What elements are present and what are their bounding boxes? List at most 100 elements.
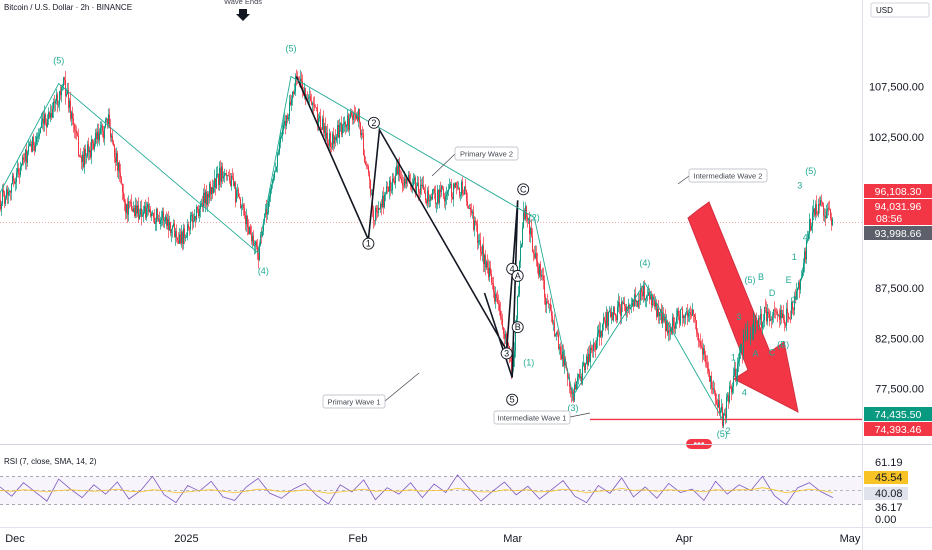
candle-body (583, 362, 584, 366)
candle-body (597, 333, 598, 342)
candle-body (182, 231, 183, 244)
wave-label-teal: (5) (744, 275, 755, 285)
candle-body (230, 180, 231, 187)
candle-body (79, 155, 80, 157)
wave-label-teal: (5) (53, 55, 64, 65)
candle-body (655, 302, 656, 307)
currency-button[interactable]: USD (870, 2, 930, 18)
wave-ends-label: Wave Ends (224, 0, 262, 6)
candle-body (257, 246, 258, 254)
time-tick-label: Dec (5, 533, 25, 545)
candle-body (250, 227, 251, 234)
candle-body (214, 178, 215, 188)
candle-body (102, 125, 103, 132)
time-axis[interactable]: Dec2025FebMarAprMayJun (5, 533, 932, 545)
candle-body (195, 216, 196, 220)
candle-body (368, 166, 369, 174)
candle-body (417, 182, 418, 186)
candle-body (28, 146, 29, 153)
candle-body (824, 215, 825, 217)
candle-body (6, 189, 7, 199)
candle-body (327, 132, 328, 144)
candle-body (645, 298, 646, 300)
candle-body (798, 282, 799, 289)
candle-body (553, 322, 554, 324)
candle-body (319, 116, 320, 119)
candle-body (802, 272, 803, 277)
candle-body (84, 148, 85, 167)
candle-body (131, 202, 132, 210)
wave-label-circle (511, 269, 524, 282)
candle-body (784, 319, 785, 325)
candle-body (173, 223, 174, 227)
candle-body (199, 208, 200, 216)
candle-body (174, 223, 175, 238)
candle-body (122, 183, 123, 193)
candle-body (680, 309, 681, 324)
candle-body (397, 165, 398, 175)
candle-body (138, 205, 139, 219)
candle-body (3, 190, 4, 193)
candle-body (223, 176, 224, 179)
candle-body (673, 317, 674, 326)
currency-button-frame[interactable] (870, 2, 930, 18)
candle-body (381, 203, 382, 207)
candle-body (625, 306, 626, 313)
candle-body (452, 197, 453, 200)
candle-body (432, 189, 433, 200)
candle-body (322, 118, 323, 130)
candle-body (92, 139, 93, 143)
candle-body (83, 154, 84, 167)
candle-body (579, 374, 580, 378)
candle-body (0, 200, 1, 210)
primary-wave-2-callout-leader (431, 153, 456, 177)
candle-body (220, 167, 221, 182)
candle-body (731, 387, 732, 393)
candle-body (547, 301, 548, 303)
candle-body (307, 98, 308, 100)
candle-body (87, 144, 88, 156)
candle-body (111, 135, 112, 138)
projection-arrow (687, 201, 799, 413)
candle-body (415, 177, 416, 194)
wave-label-circle (506, 393, 519, 406)
candle-body (594, 343, 595, 345)
candle-body (752, 333, 753, 335)
candle-body (30, 143, 31, 145)
candle-body (80, 156, 81, 158)
candle-body (34, 145, 35, 151)
candle-body (58, 104, 59, 106)
candle-body (221, 166, 222, 182)
candle-body (293, 91, 294, 95)
candle-body (45, 114, 46, 124)
candle-body (640, 288, 641, 301)
candle-body (35, 143, 36, 151)
candle-body (328, 143, 329, 146)
candle-body (198, 209, 199, 216)
candle-body (768, 311, 769, 314)
candle-body (770, 319, 771, 321)
candle-body (780, 310, 781, 320)
candle-body (532, 236, 533, 252)
candle-body (705, 354, 706, 363)
candle-body (604, 317, 605, 321)
candle-body (88, 144, 89, 153)
candle-body (206, 191, 207, 205)
rsi-label: RSI (7, close, SMA, 14, 2) (4, 457, 97, 466)
candle-body (8, 191, 9, 196)
candle-body (326, 132, 327, 139)
wave-label-dark: 2 (371, 118, 376, 128)
candle-body (20, 166, 21, 175)
rsi-axis[interactable]: 61.19 45.54 40.08 36.170.00 (864, 457, 908, 526)
candle-body (373, 210, 374, 221)
candle-body (26, 149, 27, 163)
candle-body (347, 115, 348, 126)
candle-body (139, 214, 140, 219)
candle-body (699, 341, 700, 343)
candle-body (275, 170, 276, 172)
price-tick-label: 107,500.00 (869, 82, 924, 94)
candle-body (734, 368, 735, 376)
candle-body (156, 208, 157, 222)
